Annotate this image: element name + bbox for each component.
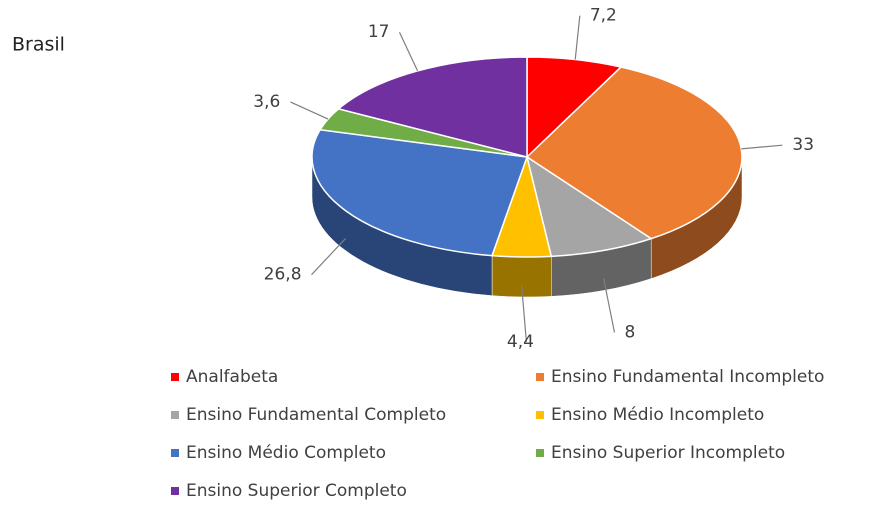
legend-label: Ensino Fundamental Incompleto (551, 367, 824, 387)
legend-swatch (536, 373, 544, 381)
leader-line (311, 238, 346, 276)
legend-label: Ensino Superior Incompleto (551, 443, 785, 463)
legend-label: Ensino Médio Completo (186, 443, 386, 463)
legend-label: Analfabeta (186, 367, 278, 387)
legend-swatch (536, 411, 544, 419)
slice (525, 66, 743, 240)
data-label: 17 (368, 22, 390, 42)
legend-swatch (536, 449, 544, 457)
data-label: 3,6 (253, 92, 280, 112)
legend-swatch (171, 373, 179, 381)
leader-line (290, 101, 329, 120)
chart-title: Brasil (12, 34, 65, 56)
data-label: 7,2 (590, 6, 617, 26)
slice (525, 155, 653, 258)
legend-label: Ensino Médio Incompleto (551, 405, 764, 425)
legend-swatch (171, 449, 179, 457)
data-label: 8 (624, 322, 635, 342)
leader-line (520, 284, 528, 343)
data-label: 4,4 (507, 332, 534, 352)
slice (336, 56, 528, 158)
data-label: 26,8 (264, 265, 302, 285)
legend-swatch (171, 411, 179, 419)
leader-line (574, 15, 581, 60)
legend-label: Ensino Fundamental Completo (186, 405, 446, 425)
data-label: 33 (792, 135, 814, 155)
leader-line (741, 144, 783, 150)
legend-label: Ensino Superior Completo (186, 481, 407, 501)
leader-line (398, 31, 419, 72)
slice (311, 128, 529, 257)
leader-line (603, 278, 616, 333)
legend-swatch (171, 487, 179, 495)
